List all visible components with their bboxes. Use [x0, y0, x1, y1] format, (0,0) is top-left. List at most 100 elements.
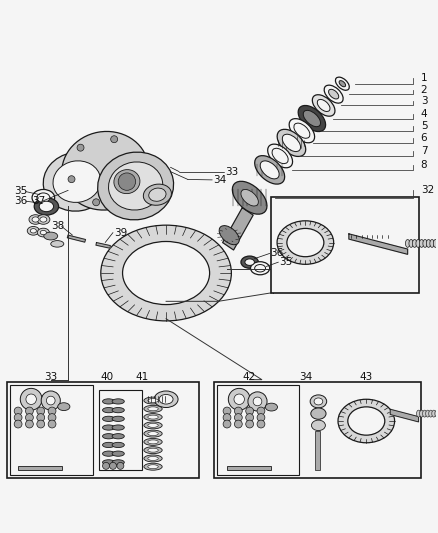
Ellipse shape	[423, 410, 427, 417]
Ellipse shape	[268, 144, 293, 168]
Text: 35: 35	[14, 186, 28, 196]
Circle shape	[257, 407, 265, 415]
Ellipse shape	[123, 241, 210, 304]
Ellipse shape	[409, 239, 413, 247]
Ellipse shape	[426, 410, 430, 417]
Ellipse shape	[413, 239, 417, 247]
Ellipse shape	[303, 110, 321, 127]
Circle shape	[234, 407, 242, 415]
Ellipse shape	[27, 227, 39, 235]
Ellipse shape	[311, 408, 326, 419]
Ellipse shape	[254, 264, 265, 272]
Text: 39: 39	[114, 228, 127, 238]
Ellipse shape	[40, 217, 47, 222]
Ellipse shape	[310, 395, 327, 408]
Ellipse shape	[294, 123, 310, 138]
Ellipse shape	[298, 106, 325, 132]
Ellipse shape	[102, 460, 115, 465]
Text: 38: 38	[51, 221, 64, 231]
Ellipse shape	[112, 399, 124, 404]
Ellipse shape	[430, 239, 434, 247]
Ellipse shape	[32, 217, 39, 222]
Ellipse shape	[348, 407, 385, 435]
Ellipse shape	[144, 447, 162, 454]
Ellipse shape	[53, 161, 101, 203]
Ellipse shape	[339, 80, 346, 87]
Ellipse shape	[112, 416, 124, 422]
Text: 2: 2	[421, 85, 427, 95]
Ellipse shape	[43, 152, 110, 211]
Circle shape	[14, 420, 22, 428]
Ellipse shape	[148, 423, 158, 427]
Ellipse shape	[314, 398, 323, 405]
Ellipse shape	[40, 230, 46, 235]
Bar	[216, 385, 299, 474]
Circle shape	[223, 407, 231, 415]
Ellipse shape	[245, 259, 254, 265]
Text: 43: 43	[360, 372, 373, 382]
Ellipse shape	[102, 425, 115, 430]
Ellipse shape	[34, 198, 59, 215]
Circle shape	[37, 407, 45, 415]
Circle shape	[118, 173, 136, 190]
Ellipse shape	[44, 232, 58, 240]
Ellipse shape	[148, 407, 158, 411]
Ellipse shape	[426, 239, 431, 247]
Circle shape	[26, 394, 36, 405]
Ellipse shape	[112, 460, 124, 465]
Text: 32: 32	[421, 185, 434, 195]
Ellipse shape	[144, 397, 162, 404]
Circle shape	[246, 414, 254, 422]
Text: 36: 36	[271, 248, 284, 259]
Text: 4: 4	[421, 109, 427, 119]
Text: 33: 33	[44, 372, 57, 382]
Ellipse shape	[102, 434, 115, 439]
Ellipse shape	[338, 399, 395, 443]
Text: 3: 3	[421, 96, 427, 106]
Ellipse shape	[420, 410, 424, 417]
Ellipse shape	[29, 215, 42, 224]
Circle shape	[77, 144, 84, 151]
Ellipse shape	[37, 215, 50, 224]
Text: 6: 6	[421, 133, 427, 143]
Ellipse shape	[287, 229, 324, 257]
Circle shape	[110, 462, 117, 470]
Ellipse shape	[423, 239, 427, 247]
Circle shape	[25, 414, 33, 422]
Ellipse shape	[102, 408, 115, 413]
Ellipse shape	[32, 189, 55, 206]
Text: 5: 5	[421, 122, 427, 131]
Ellipse shape	[149, 188, 166, 201]
Ellipse shape	[112, 434, 124, 439]
Ellipse shape	[148, 448, 158, 452]
Ellipse shape	[39, 201, 53, 212]
Text: 34: 34	[299, 372, 312, 382]
Ellipse shape	[102, 442, 115, 448]
Ellipse shape	[144, 422, 162, 429]
Circle shape	[257, 420, 265, 428]
Bar	[7, 382, 199, 478]
Ellipse shape	[159, 394, 173, 404]
Ellipse shape	[232, 181, 267, 214]
Circle shape	[48, 420, 56, 428]
Circle shape	[234, 394, 244, 405]
Circle shape	[25, 407, 33, 415]
Ellipse shape	[112, 442, 124, 448]
Ellipse shape	[144, 414, 162, 421]
Ellipse shape	[311, 420, 325, 431]
Bar	[10, 385, 93, 474]
Ellipse shape	[417, 410, 420, 417]
Polygon shape	[67, 235, 85, 242]
Circle shape	[234, 420, 242, 428]
Bar	[227, 466, 271, 470]
Bar	[99, 390, 142, 470]
Text: 42: 42	[242, 372, 255, 382]
Circle shape	[20, 389, 42, 410]
Circle shape	[68, 176, 75, 183]
Circle shape	[14, 414, 22, 422]
Ellipse shape	[98, 152, 173, 220]
Circle shape	[102, 462, 110, 470]
Ellipse shape	[277, 221, 334, 264]
Ellipse shape	[112, 425, 124, 430]
Ellipse shape	[435, 410, 438, 417]
